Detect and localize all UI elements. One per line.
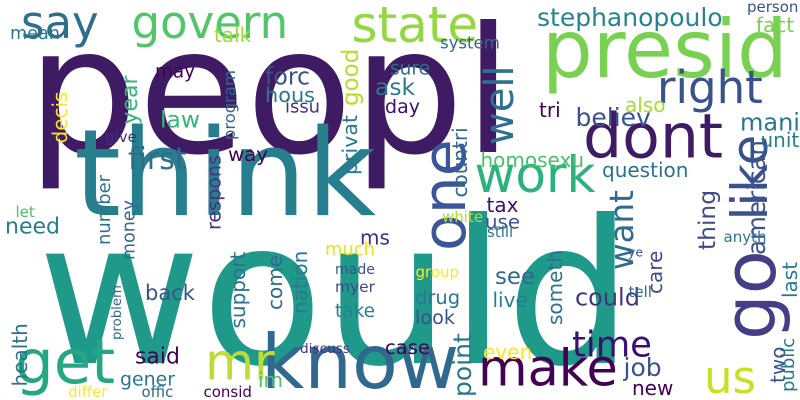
- word-would: would: [37, 178, 633, 400]
- word-make: make: [478, 339, 618, 399]
- word-offic: offic: [141, 383, 174, 400]
- word-think: think: [74, 105, 376, 244]
- word-day: day: [385, 96, 420, 118]
- word-look: look: [415, 306, 455, 329]
- word-issu: issu: [285, 96, 321, 118]
- word-even: even: [483, 340, 533, 364]
- word-health: health: [8, 323, 32, 387]
- word-system: system: [440, 33, 500, 53]
- word-much: much: [325, 239, 375, 260]
- word-tell: tell: [628, 283, 652, 301]
- word-question: question: [602, 158, 689, 182]
- word-use: use: [485, 210, 520, 234]
- word-respons: respons: [203, 155, 226, 230]
- word-group: group: [415, 263, 460, 281]
- word-us: us: [704, 351, 756, 400]
- word-could: could: [575, 283, 640, 312]
- word-public: public: [778, 337, 799, 392]
- word-im: im: [258, 368, 284, 392]
- word-hous: hous: [265, 83, 315, 107]
- word-give: give: [105, 128, 137, 146]
- word-back: back: [145, 280, 195, 305]
- word-mani: mani: [740, 108, 800, 137]
- word-sure: sure: [390, 58, 430, 80]
- word-go: go: [708, 250, 792, 340]
- word-anyth: anyth: [723, 228, 767, 246]
- word-case: case: [385, 336, 430, 359]
- word-work: work: [474, 146, 596, 204]
- word-well: well: [477, 65, 523, 145]
- word-someth: someth: [543, 250, 567, 325]
- word-job: job: [623, 353, 662, 382]
- word-need: need: [5, 214, 60, 240]
- word-peopl: peopl: [27, 0, 513, 194]
- word-live: live: [492, 288, 528, 312]
- word-first: first: [128, 142, 187, 177]
- word-may: may: [155, 61, 195, 83]
- word-ask: ask: [375, 73, 416, 101]
- word-year: year: [118, 75, 143, 125]
- word-drug: drug: [415, 286, 461, 309]
- word-privat: privat: [338, 114, 362, 175]
- word-say: say: [21, 0, 99, 49]
- word-presid: presid: [542, 3, 788, 96]
- word-thing: thing: [693, 189, 721, 250]
- word-state: state: [351, 0, 479, 54]
- word-time: time: [572, 324, 652, 366]
- word-money: money: [119, 200, 140, 260]
- word-see: see: [495, 264, 536, 290]
- word-myer: myer: [335, 278, 376, 296]
- word-fact: fact: [756, 13, 795, 37]
- word-mean: mean: [10, 24, 60, 44]
- word-believ: believ: [575, 103, 651, 132]
- word-forc: forc: [265, 62, 311, 91]
- word-way: way: [228, 143, 269, 166]
- word-unit: unit: [760, 128, 800, 152]
- word-countri: countri: [448, 127, 472, 198]
- word-person: person: [747, 0, 799, 16]
- word-number: number: [94, 174, 115, 245]
- word-get: get: [15, 327, 116, 398]
- word-stephanopoulo: stephanopoulo: [537, 3, 723, 32]
- word-know: know: [261, 318, 460, 400]
- word-tri: tri: [539, 98, 561, 122]
- word-discuss: discuss: [300, 341, 350, 357]
- word-come: come: [263, 254, 287, 310]
- word-law: law: [160, 105, 200, 134]
- word-decis: decis: [48, 91, 72, 144]
- word-made: made: [335, 262, 375, 278]
- word-differ: differ: [68, 383, 108, 400]
- word-good: good: [338, 48, 364, 106]
- word-point: point: [448, 333, 477, 397]
- word-also: also: [625, 93, 666, 117]
- word-mr: mr: [205, 332, 275, 392]
- word-dont: dont: [583, 100, 724, 173]
- word-problem: problem: [110, 285, 125, 340]
- word-white: white: [442, 208, 484, 226]
- word-let: let: [15, 203, 35, 221]
- word-right: right: [657, 61, 763, 114]
- word-talk: talk: [214, 23, 252, 47]
- word-program: program: [220, 70, 239, 140]
- word-consid: consid: [203, 383, 252, 400]
- word-take: take: [335, 301, 376, 322]
- word-ye: ye: [628, 244, 643, 260]
- word-support: support: [226, 251, 250, 329]
- word-new: new: [632, 376, 674, 400]
- word-gener: gener: [120, 368, 175, 391]
- word-tax: tax: [486, 193, 519, 217]
- word-ms: ms: [360, 225, 390, 250]
- word-still: still: [487, 223, 514, 241]
- word-govern: govern: [131, 0, 289, 49]
- word-nation: nation: [288, 250, 312, 314]
- word-said: said: [135, 344, 180, 370]
- word-last: last: [778, 261, 800, 298]
- word-homosexu: homosexu: [480, 148, 585, 172]
